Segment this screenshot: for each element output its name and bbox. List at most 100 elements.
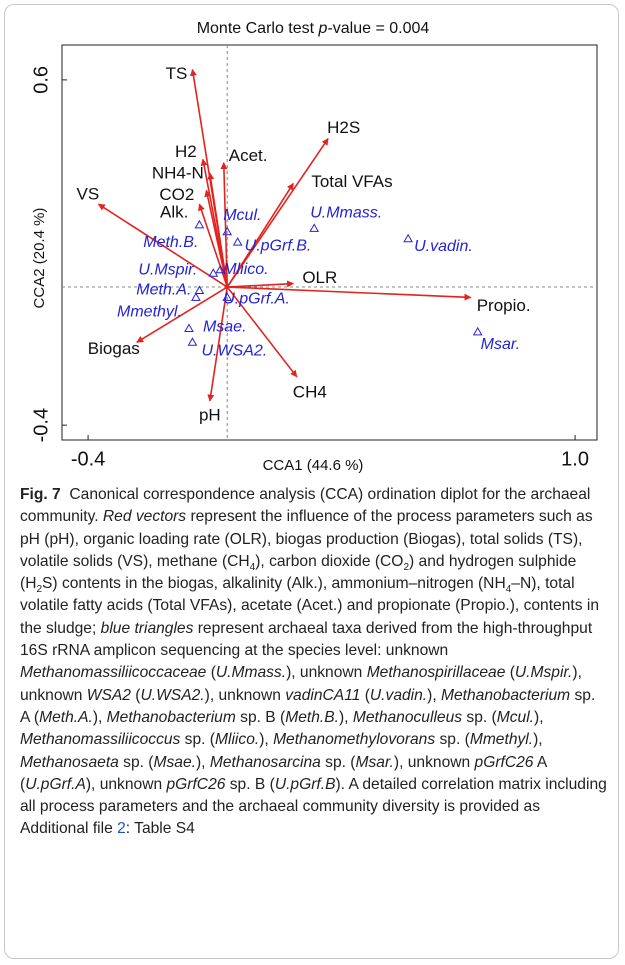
caption-text: Methanobacterium <box>441 686 571 704</box>
y-tick-label: 0.6 <box>30 66 52 94</box>
taxon-triangle <box>222 292 233 301</box>
caption-text: U.vadin. <box>369 686 428 704</box>
caption-text: ), unknown <box>85 775 167 793</box>
x-tick-label: -0.4 <box>71 448 105 470</box>
caption-text: represent the influence of the process p… <box>20 508 597 570</box>
vector-arrow <box>226 182 294 288</box>
caption-text: sp. B ( <box>225 775 275 793</box>
caption-text: ), <box>92 708 107 726</box>
chart-title: Monte Carlo test p-value = 0.004 <box>197 20 430 37</box>
caption-text: ), unknown <box>286 664 367 682</box>
caption-text: ) and hydrogen sulphide (H <box>20 552 581 593</box>
vector-label: CO2 <box>159 185 194 204</box>
taxon-label: U.WSA2. <box>201 343 267 360</box>
taxon-label: Mliico. <box>223 261 268 278</box>
taxon-label: Mmethyl. <box>117 304 182 321</box>
taxon-triangle <box>184 323 194 332</box>
caption: Fig. 7 Canonical correspondence analysis… <box>20 484 608 841</box>
taxon-triangle <box>191 292 201 301</box>
caption-text: Msar. <box>355 753 394 771</box>
vector-label: pH <box>199 405 221 424</box>
caption-text: blue triangles <box>100 619 194 637</box>
caption-text: Methanosaeta <box>20 753 119 771</box>
caption-text: sp. B ( <box>235 708 286 726</box>
caption-text: 4 <box>505 584 512 596</box>
caption-text: vadinCA11 <box>285 686 361 704</box>
caption-text: ( <box>360 686 370 704</box>
caption-text: 2 <box>36 584 43 596</box>
caption-text: pGrfC26 <box>474 753 534 771</box>
title-part: Monte Carlo test <box>197 20 319 37</box>
caption-text: U.pGrf.A <box>25 775 86 793</box>
caption-text: sp. ( <box>118 753 154 771</box>
chart: Monte Carlo test p-value = 0.004 CCA1 (4… <box>30 20 598 474</box>
vector-label: Alk. <box>160 203 188 222</box>
caption-text: Msae. <box>153 753 196 771</box>
caption-text: U.Mspir. <box>514 664 573 682</box>
caption-text: Methanosarcina <box>209 753 321 771</box>
caption-text: Meth.B. <box>285 708 339 726</box>
taxon-label: U.pGrf.B. <box>245 237 312 254</box>
caption-link[interactable]: 2 <box>117 820 126 838</box>
caption-text: ), unknown <box>393 753 475 771</box>
vector-arrow <box>97 203 228 288</box>
caption-text: 4 <box>249 562 256 573</box>
caption-text: pGrfC26 <box>166 775 226 793</box>
vector-arrow <box>227 286 472 301</box>
caption-text: U.Mmass. <box>215 664 287 682</box>
caption-text: Methanoculleus <box>352 708 463 726</box>
caption-text: ), carbon dioxide (CO <box>255 552 404 570</box>
caption-text: ( <box>206 664 216 682</box>
y-tick-label: -0.4 <box>30 408 52 442</box>
caption-text: Mliico. <box>215 731 260 749</box>
vector-arrow <box>226 286 298 378</box>
caption-text: A ( <box>20 753 551 793</box>
x-tick-label: 1.0 <box>561 448 589 470</box>
caption-text: S) contents in the biogas, alkalinity (A… <box>42 575 506 593</box>
caption-text: sp. ( <box>320 753 356 771</box>
caption-text: U.WSA2. <box>140 686 205 704</box>
caption-text: Mmethyl. <box>469 731 534 749</box>
taxon-label: Msae. <box>203 319 247 336</box>
vector-arrow <box>220 162 229 288</box>
taxon-triangle <box>403 233 413 243</box>
vector-arrow <box>136 286 228 343</box>
caption-text: Methanomethylovorans <box>273 731 436 749</box>
vector-label: Biogas <box>88 339 140 358</box>
caption-text: ), unknown <box>204 686 286 704</box>
taxon-triangle <box>309 223 320 232</box>
vector-label: CH4 <box>293 382 327 401</box>
caption-text: ), <box>533 731 547 749</box>
taxon-label: Mcul. <box>223 207 261 224</box>
taxon-label: U.vadin. <box>414 238 473 255</box>
caption-text: ), <box>259 731 274 749</box>
caption-text: sp. ( <box>462 708 497 726</box>
vector-label: OLR <box>302 268 337 287</box>
taxon-label: Msar. <box>481 336 520 353</box>
caption-text: Methanospirillaceae <box>366 664 506 682</box>
y-axis-title: CCA2 (20.4 %) <box>31 208 48 309</box>
caption-text: represent archaeal taxa derived from the… <box>20 619 597 660</box>
caption-text: ), unknown <box>20 664 587 704</box>
vector-label: H2S <box>327 118 360 137</box>
caption-text: U.pGrf.B <box>274 775 336 793</box>
caption-text: sp. ( <box>435 731 470 749</box>
taxon-label: U.pGrf.A. <box>223 291 290 308</box>
taxon-label: Meth.B. <box>143 234 198 251</box>
taxon-label: U.Mmass. <box>310 205 382 222</box>
x-axis-title: CCA1 (44.6 %) <box>263 457 364 474</box>
plot-frame <box>61 44 598 441</box>
taxon-triangle <box>232 237 243 246</box>
vector-label: TS <box>166 64 188 83</box>
taxon-label: Meth.A. <box>136 282 191 299</box>
vector-arrow <box>226 137 329 288</box>
caption-text: ), <box>195 753 210 771</box>
vector-label: H2 <box>175 142 197 161</box>
vector-label: Total VFAs <box>311 172 392 191</box>
taxon-triangle <box>472 326 483 336</box>
taxon-triangle <box>194 285 205 294</box>
caption-text: Red vectors <box>102 508 187 526</box>
taxon-triangle <box>208 268 219 277</box>
caption-text: sp. ( <box>180 731 216 749</box>
vector-label: VS <box>77 185 100 204</box>
